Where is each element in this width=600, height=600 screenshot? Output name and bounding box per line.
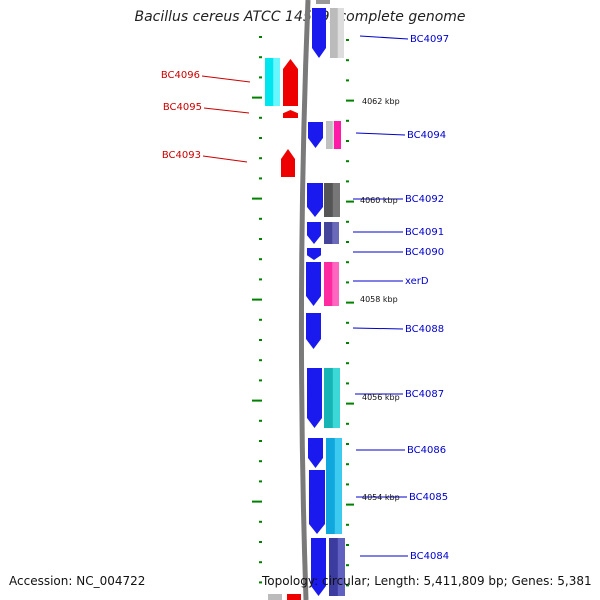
- strand-arrow-2: [307, 183, 323, 217]
- strand-arrow-0: [312, 8, 326, 58]
- gene-label-xerd: xerD: [405, 276, 429, 287]
- feature-bc4097-col-shade: [337, 8, 344, 58]
- leader-bc4088: [352, 327, 404, 330]
- feature-xerd-col-shade: [332, 262, 339, 306]
- top-stub: [316, 0, 330, 4]
- gene-label-bc4088: BC4088: [405, 324, 444, 335]
- strand-arrow-7: [307, 368, 322, 428]
- kbp-marker-3: 4056 kbp: [362, 393, 400, 402]
- gene-label-bc4090: BC4090: [405, 247, 444, 258]
- gene-label-bc4097: BC4097: [410, 34, 449, 45]
- gene-label-bc4084: BC4084: [410, 551, 449, 562]
- gene-label-bc4091: BC4091: [405, 227, 444, 238]
- kbp-marker-4: 4054 kbp: [362, 493, 400, 502]
- bottom-stub-red: [287, 594, 301, 600]
- leader-bc4093: [202, 155, 248, 163]
- leader-bc4095: [203, 107, 250, 114]
- feature-bc4093-red: [281, 149, 295, 177]
- gene-labels: BC4096 BC4095 BC4093 BC4097 BC4094 BC4092 BC40…: [161, 34, 449, 562]
- gene-label-bc4095: BC4095: [163, 102, 202, 113]
- strand-arrow-3: [307, 222, 321, 244]
- kbp-marker-0: 4062 kbp: [362, 97, 400, 106]
- backbone-line: [298, 0, 311, 600]
- feature-bc4084-col-shade: [337, 538, 345, 596]
- strand-arrow-4: [307, 248, 321, 260]
- feature-bc4087-col-shade: [332, 368, 340, 428]
- feature-bc4096-cyan-shade: [273, 58, 280, 106]
- strand-arrow-10: [311, 538, 326, 596]
- leader-bc4097: [359, 35, 409, 40]
- feature-bc4096-red: [283, 59, 298, 106]
- label-leaders: [201, 35, 409, 557]
- feature-bc4092-col-shade: [332, 183, 340, 217]
- leader-bc4096: [201, 75, 251, 83]
- bottom-stub-grey: [268, 594, 282, 600]
- strand-arrow-5: [306, 262, 321, 306]
- accession-text: Accession: NC_004722: [9, 574, 146, 588]
- kbp-marker-1: 4060 kbp: [360, 196, 398, 205]
- map-title: Bacillus cereus ATCC 14579, complete gen…: [134, 9, 466, 25]
- leader-bc4094: [355, 132, 406, 136]
- strand-arrow-9: [309, 470, 325, 534]
- gene-label-bc4093: BC4093: [162, 150, 201, 161]
- feature-bc4094-pink: [334, 121, 341, 149]
- gene-features: [265, 8, 345, 596]
- kbp-markers: 4062 kbp 4060 kbp 4058 kbp 4056 kbp 4054 kbp: [360, 97, 400, 502]
- gene-label-bc4092: BC4092: [405, 194, 444, 205]
- tick-marks: [252, 36, 354, 587]
- feature-bc4086-col-shade: [334, 438, 342, 534]
- feature-bc4095-red: [283, 110, 298, 118]
- gene-label-bc4096: BC4096: [161, 70, 200, 81]
- gene-label-bc4094: BC4094: [407, 130, 446, 141]
- gene-label-bc4086: BC4086: [407, 445, 446, 456]
- kbp-marker-2: 4058 kbp: [360, 295, 398, 304]
- genome-backbone: [268, 0, 330, 600]
- strand-arrow-6: [306, 313, 321, 349]
- topology-text: Topology: circular; Length: 5,411,809 bp…: [262, 574, 592, 588]
- gene-label-bc4085: BC4085: [409, 492, 448, 503]
- gene-label-bc4087: BC4087: [405, 389, 444, 400]
- strand-arrow-8: [308, 438, 323, 468]
- strand-arrow-1: [308, 122, 323, 148]
- feature-bc4091-col-shade: [332, 222, 339, 244]
